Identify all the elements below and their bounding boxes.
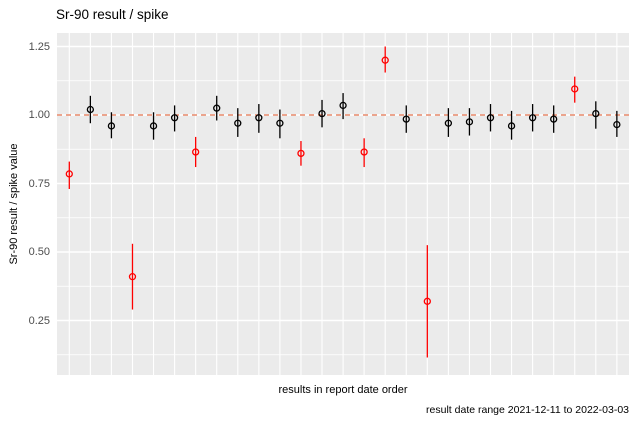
- data-point: [192, 148, 200, 156]
- data-point: [571, 85, 579, 93]
- data-point: [402, 115, 410, 123]
- data-point: [486, 114, 495, 122]
- y-tick-label: 1.25: [28, 40, 50, 53]
- y-tick-label: 1.00: [28, 109, 50, 121]
- x-axis-title: results in report date order: [278, 384, 408, 396]
- data-point: [234, 119, 242, 127]
- data-point: [149, 122, 158, 130]
- data-point: [444, 119, 453, 127]
- chart-caption: result date range 2021-12-11 to 2022-03-…: [426, 404, 629, 416]
- data-point: [592, 109, 600, 118]
- data-point: [550, 115, 558, 123]
- data-point: [107, 122, 116, 130]
- data-point: [381, 56, 389, 64]
- y-tick-label: 0.50: [28, 246, 50, 258]
- data-point: [297, 149, 305, 158]
- data-point: [276, 119, 284, 127]
- chart-title: Sr-90 result / spike: [56, 7, 169, 22]
- data-point: [360, 148, 368, 156]
- data-point: [65, 170, 73, 178]
- data-point: [423, 297, 431, 305]
- y-tick-label: 0.25: [28, 314, 50, 327]
- data-point: [213, 104, 221, 112]
- data-point: [465, 118, 474, 126]
- y-tick-label: 0.75: [28, 177, 50, 190]
- data-point: [613, 120, 621, 129]
- data-point: [318, 109, 326, 118]
- data-point: [86, 105, 95, 114]
- data-point: [255, 114, 263, 122]
- data-point: [170, 114, 179, 122]
- data-point: [528, 114, 537, 122]
- data-point: [507, 122, 516, 130]
- data-point: [128, 273, 137, 281]
- data-point: [339, 101, 347, 110]
